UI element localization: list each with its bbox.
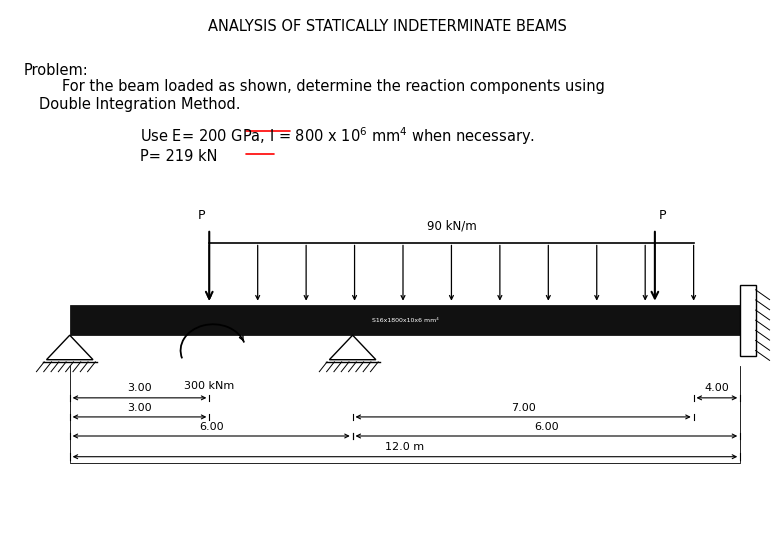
Text: ANALYSIS OF STATICALLY INDETERMINATE BEAMS: ANALYSIS OF STATICALLY INDETERMINATE BEA… bbox=[208, 19, 567, 34]
Text: 12.0 m: 12.0 m bbox=[385, 443, 425, 452]
Text: P= 219 kN: P= 219 kN bbox=[140, 149, 217, 164]
Text: P: P bbox=[659, 209, 666, 222]
Text: 90 kN/m: 90 kN/m bbox=[426, 220, 477, 233]
Text: 6.00: 6.00 bbox=[199, 422, 223, 432]
Bar bbox=[740, 284, 756, 356]
Text: For the beam loaded as shown, determine the reaction components using: For the beam loaded as shown, determine … bbox=[62, 79, 604, 94]
Text: Problem:: Problem: bbox=[23, 63, 88, 78]
Text: 3.00: 3.00 bbox=[127, 403, 152, 413]
Text: S16x1800x10x6 mm⁴: S16x1800x10x6 mm⁴ bbox=[371, 318, 439, 323]
Text: 4.00: 4.00 bbox=[704, 384, 729, 393]
Text: Double Integration Method.: Double Integration Method. bbox=[39, 97, 240, 112]
Text: Use E= 200 GPa, I = 800 x 10$^6$ mm$^4$ when necessary.: Use E= 200 GPa, I = 800 x 10$^6$ mm$^4$ … bbox=[140, 125, 535, 147]
Polygon shape bbox=[329, 335, 376, 360]
Bar bbox=[70, 305, 740, 335]
Polygon shape bbox=[46, 335, 93, 360]
Text: 7.00: 7.00 bbox=[511, 403, 536, 413]
Text: P: P bbox=[198, 209, 205, 222]
Text: 3.00: 3.00 bbox=[127, 384, 152, 393]
Text: 6.00: 6.00 bbox=[534, 422, 559, 432]
Text: 300 kNm: 300 kNm bbox=[184, 381, 234, 391]
